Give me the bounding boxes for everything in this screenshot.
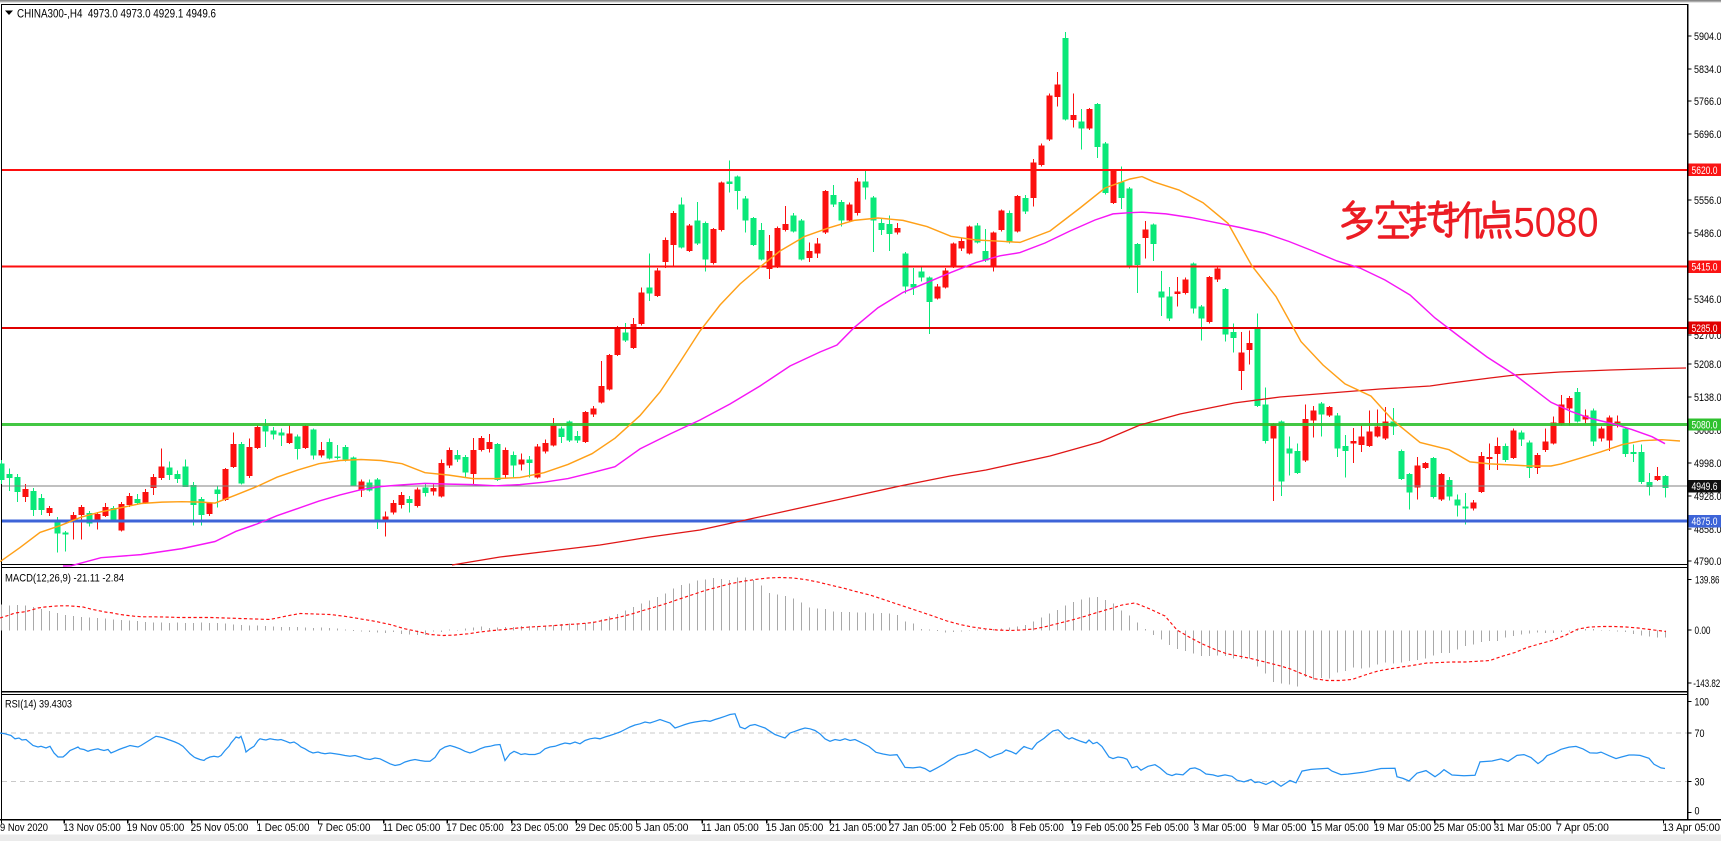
- svg-text:5556.0: 5556.0: [1694, 195, 1721, 207]
- svg-text:25 Mar 05:00: 25 Mar 05:00: [1434, 822, 1492, 834]
- svg-text:CHINA300-,H4 4973.0 4973.0 49: CHINA300-,H4 4973.0 4973.0 4929.1 4949.6: [17, 8, 216, 21]
- svg-text:5415.0: 5415.0: [1692, 262, 1718, 274]
- svg-text:15 Mar 05:00: 15 Mar 05:00: [1311, 822, 1369, 834]
- svg-text:4790.0: 4790.0: [1694, 556, 1721, 568]
- svg-text:7 Apr 05:00: 7 Apr 05:00: [1556, 822, 1609, 834]
- svg-text:3 Mar 05:00: 3 Mar 05:00: [1194, 822, 1247, 834]
- svg-text:25 Nov 05:00: 25 Nov 05:00: [191, 822, 249, 834]
- svg-text:4949.6: 4949.6: [1692, 481, 1718, 493]
- svg-text:5 Jan 05:00: 5 Jan 05:00: [636, 822, 689, 834]
- svg-text:31 Mar 05:00: 31 Mar 05:00: [1494, 822, 1552, 834]
- svg-text:27 Jan 05:00: 27 Jan 05:00: [889, 822, 947, 834]
- svg-text:1 Dec 05:00: 1 Dec 05:00: [257, 822, 310, 834]
- svg-text:5620.0: 5620.0: [1692, 165, 1718, 177]
- svg-text:29 Dec 05:00: 29 Dec 05:00: [575, 822, 633, 834]
- svg-text:70: 70: [1695, 728, 1705, 740]
- svg-text:9 Nov 2020: 9 Nov 2020: [0, 822, 48, 834]
- svg-text:100: 100: [1695, 697, 1710, 709]
- svg-text:139.86: 139.86: [1695, 575, 1720, 587]
- svg-text:23 Dec 05:00: 23 Dec 05:00: [511, 822, 569, 834]
- svg-text:25 Feb 05:00: 25 Feb 05:00: [1131, 822, 1189, 834]
- svg-text:30: 30: [1695, 777, 1705, 789]
- svg-text:4998.0: 4998.0: [1694, 458, 1721, 470]
- svg-text:15 Jan 05:00: 15 Jan 05:00: [766, 822, 824, 834]
- svg-text:11 Dec 05:00: 11 Dec 05:00: [383, 822, 441, 834]
- svg-text:4875.0: 4875.0: [1692, 516, 1718, 528]
- svg-text:5834.0: 5834.0: [1694, 64, 1721, 76]
- svg-text:-143.82: -143.82: [1693, 678, 1720, 690]
- svg-text:RSI(14) 39.4303: RSI(14) 39.4303: [5, 699, 72, 711]
- svg-text:13 Nov 05:00: 13 Nov 05:00: [63, 822, 121, 834]
- svg-text:8 Feb 05:00: 8 Feb 05:00: [1011, 822, 1064, 834]
- svg-text:5346.0: 5346.0: [1694, 294, 1721, 306]
- svg-text:11 Jan 05:00: 11 Jan 05:00: [701, 822, 759, 834]
- svg-text:5080: 5080: [1514, 199, 1599, 246]
- svg-text:5696.0: 5696.0: [1694, 129, 1721, 141]
- svg-text:5486.0: 5486.0: [1694, 228, 1721, 240]
- svg-text:19 Mar 05:00: 19 Mar 05:00: [1374, 822, 1432, 834]
- svg-text:17 Dec 05:00: 17 Dec 05:00: [446, 822, 504, 834]
- svg-text:5285.0: 5285.0: [1692, 323, 1718, 335]
- svg-text:13 Apr 05:00: 13 Apr 05:00: [1662, 822, 1720, 834]
- svg-text:5208.0: 5208.0: [1694, 359, 1721, 371]
- svg-text:0: 0: [1695, 806, 1700, 818]
- svg-text:5080.0: 5080.0: [1692, 420, 1718, 432]
- svg-text:9 Mar 05:00: 9 Mar 05:00: [1254, 822, 1307, 834]
- svg-text:4928.0: 4928.0: [1694, 491, 1721, 503]
- svg-text:19 Nov 05:00: 19 Nov 05:00: [127, 822, 185, 834]
- svg-text:21 Jan 05:00: 21 Jan 05:00: [829, 822, 887, 834]
- svg-text:19 Feb 05:00: 19 Feb 05:00: [1071, 822, 1129, 834]
- svg-text:MACD(12,26,9) -21.11 -2.84: MACD(12,26,9) -21.11 -2.84: [5, 573, 124, 585]
- svg-text:7 Dec 05:00: 7 Dec 05:00: [318, 822, 371, 834]
- svg-text:2 Feb 05:00: 2 Feb 05:00: [951, 822, 1004, 834]
- svg-text:0.00: 0.00: [1695, 625, 1711, 637]
- svg-text:5904.0: 5904.0: [1694, 31, 1721, 43]
- svg-text:5138.0: 5138.0: [1694, 392, 1721, 404]
- svg-text:5766.0: 5766.0: [1694, 96, 1721, 108]
